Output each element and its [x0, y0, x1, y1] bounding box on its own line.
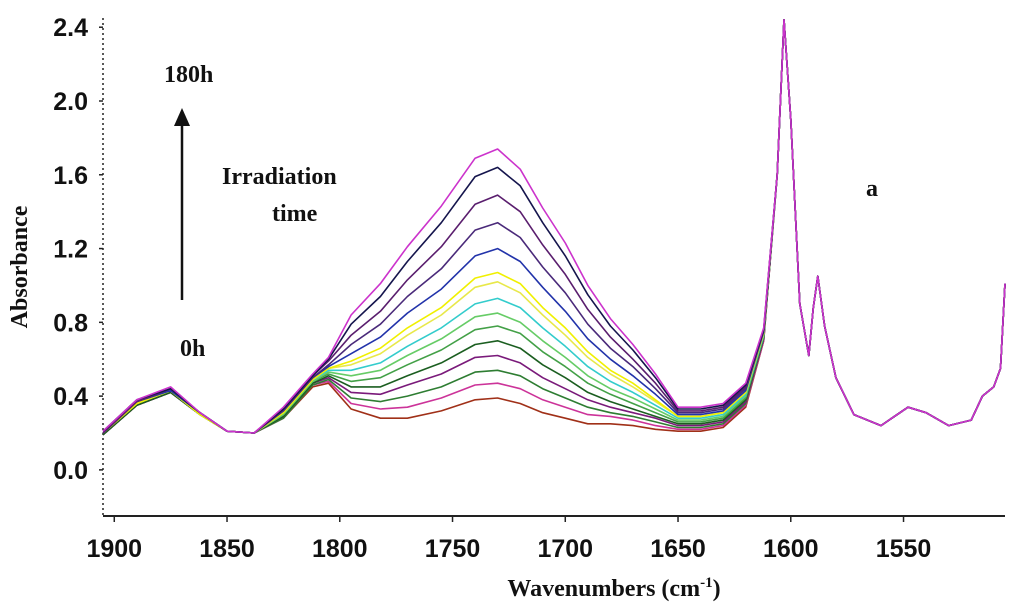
annotation-time: time: [272, 201, 318, 227]
x-tick-label: 1650: [650, 535, 706, 563]
x-tick-label: 1800: [312, 535, 368, 563]
axes: [102, 18, 1005, 517]
x-tick-label: 1550: [876, 535, 932, 563]
y-tick-label: 1.2: [53, 236, 88, 264]
y-tick-label: 0.0: [53, 457, 88, 485]
y-ticks: 0.0 0.4 0.8 1.2 1.6 2.0 2.4: [53, 14, 103, 485]
x-tick-label: 1700: [537, 535, 593, 563]
series-line-15: [102, 19, 1006, 434]
x-axis-title-superscript: -1: [700, 575, 713, 591]
annotation-0h: 0h: [180, 336, 205, 362]
x-tick-label: 1750: [425, 535, 481, 563]
series-line-4: [102, 19, 1006, 436]
annotation-irradiation: Irradiation: [222, 164, 337, 190]
x-tick-label: 1600: [763, 535, 819, 563]
y-tick-label: 2.4: [53, 14, 88, 42]
x-tick-label: 1900: [86, 535, 142, 563]
series-line-3: [102, 19, 1006, 436]
arrow-up-icon: [174, 108, 190, 300]
y-tick-label: 0.8: [53, 309, 88, 337]
series-line-1: [102, 19, 1006, 436]
x-ticks: 1900 1850 1800 1750 1700 1650 1600 1550: [86, 516, 931, 563]
x-axis-title-close: ): [713, 576, 721, 602]
series-lines: [102, 19, 1006, 436]
y-tick-label: 1.6: [53, 162, 88, 190]
y-axis-title: Absorbance: [7, 205, 33, 328]
x-tick-label: 1850: [199, 535, 255, 563]
y-tick-label: 2.0: [53, 88, 88, 116]
x-axis-title: Wavenumbers (cm-1): [507, 575, 720, 602]
series-line-5: [102, 19, 1006, 436]
annotation-180h: 180h: [164, 62, 213, 88]
y-tick-label: 0.4: [53, 383, 88, 411]
series-line-2: [102, 19, 1006, 436]
x-axis-title-main: Wavenumbers (cm: [507, 576, 700, 602]
panel-label: a: [866, 176, 878, 202]
